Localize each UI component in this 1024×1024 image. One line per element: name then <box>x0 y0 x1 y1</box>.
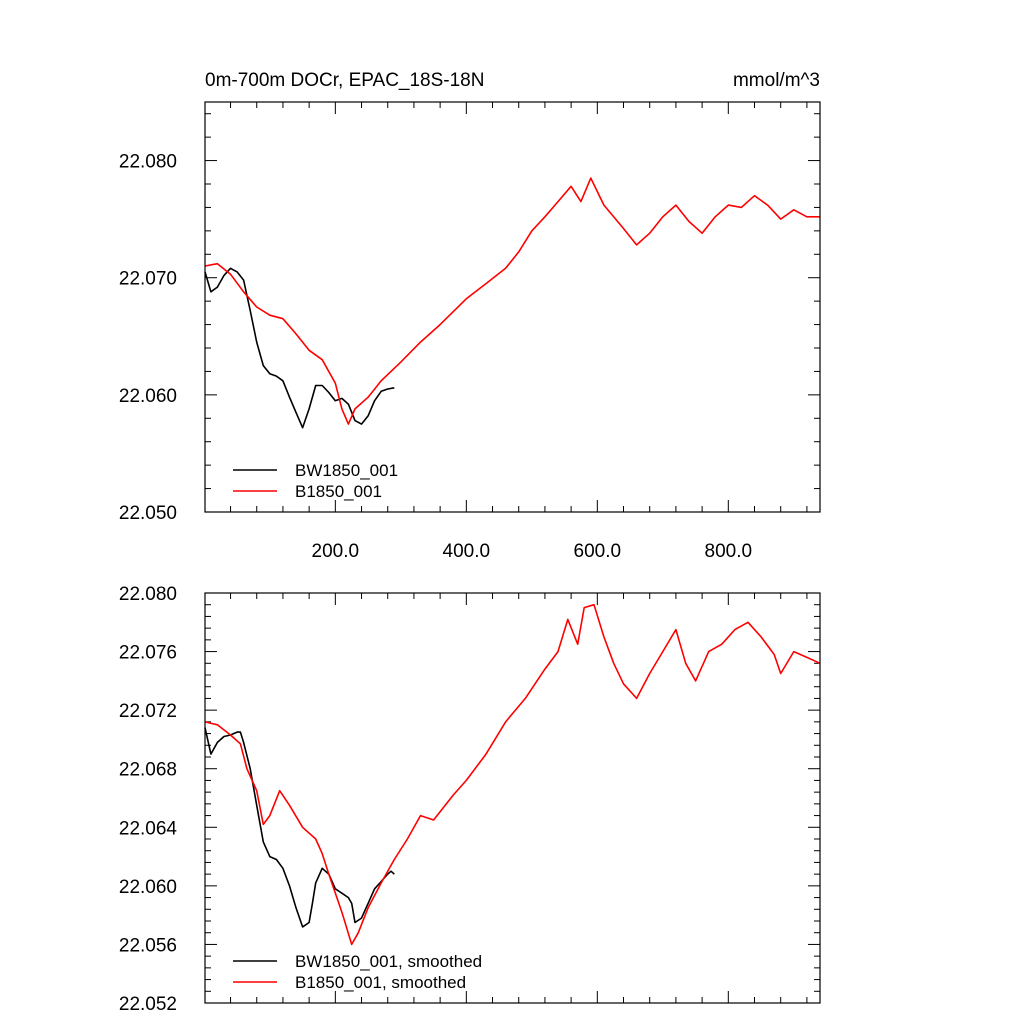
bottom-panel-ticks: 22.052 22.056 22.060 22.064 22.068 22.072 22.0… <box>119 584 820 1015</box>
legend-label: B1850_001 <box>295 482 382 501</box>
top-panel-frame <box>204 101 821 513</box>
y-tick-label: 22.076 <box>119 643 177 664</box>
y-tick-label: 22.072 <box>119 701 177 722</box>
bottom-panel-frame <box>204 592 821 1004</box>
series-line <box>204 267 395 429</box>
top-panel-title: 0m-700m DOCr, EPAC_18S-18N <box>205 70 484 91</box>
series-line <box>204 727 395 928</box>
bottom-panel: 22.052 22.056 22.060 22.064 22.068 22.072 22.0… <box>119 584 821 1015</box>
series-line <box>204 177 820 425</box>
y-tick-label: 22.064 <box>119 818 178 839</box>
y-tick-label: 22.060 <box>119 877 177 898</box>
top-panel-units: mmol/m^3 <box>733 70 820 91</box>
y-tick-label: 22.060 <box>119 386 177 407</box>
bottom-panel-legend: BW1850_001, smoothed B1850_001, smoothed <box>233 952 482 992</box>
x-tick-label: 400.0 <box>443 541 491 562</box>
top-panel-ticks: 22.050 22.060 22.070 22.080 200.0 400.0 600.0 8… <box>119 102 820 562</box>
y-tick-label: 22.052 <box>119 994 177 1015</box>
bottom-panel-series <box>204 603 821 946</box>
legend-label: B1850_001, smoothed <box>295 973 466 992</box>
x-tick-label: 800.0 <box>705 541 753 562</box>
legend-label: BW1850_001, smoothed <box>295 952 482 971</box>
y-tick-label: 22.068 <box>119 760 177 781</box>
y-tick-label: 22.050 <box>119 503 177 524</box>
x-tick-label: 200.0 <box>312 541 360 562</box>
top-panel-legend: BW1850_001 B1850_001 <box>233 461 398 501</box>
y-tick-label: 22.056 <box>119 935 177 956</box>
y-tick-label: 22.080 <box>119 584 177 605</box>
legend-label: BW1850_001 <box>295 461 398 480</box>
top-panel-series <box>204 177 820 429</box>
series-line <box>204 603 821 946</box>
x-tick-label: 600.0 <box>574 541 622 562</box>
y-tick-label: 22.070 <box>119 269 177 290</box>
y-tick-label: 22.080 <box>119 152 177 173</box>
top-panel: 0m-700m DOCr, EPAC_18S-18N mmol/m^3 22.0… <box>119 70 821 562</box>
